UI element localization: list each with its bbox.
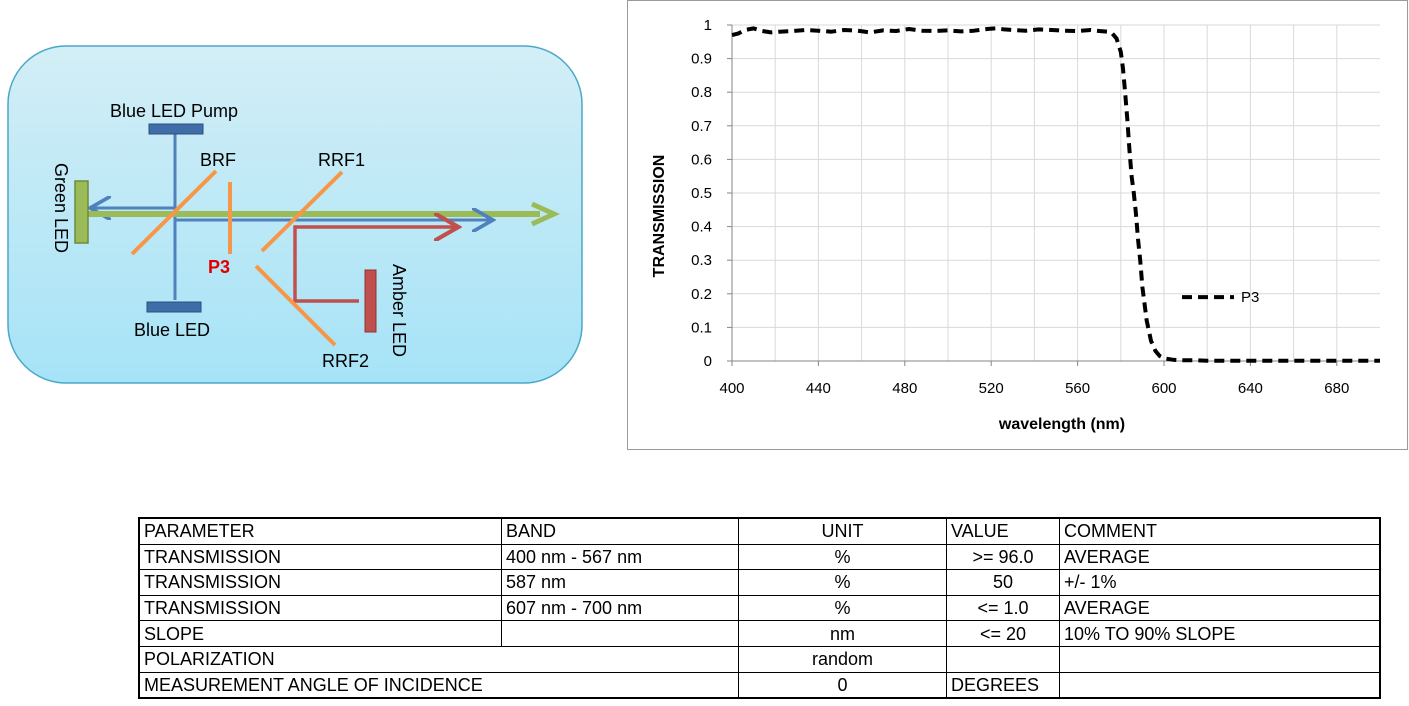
label-blue-led: Blue LED	[134, 320, 210, 340]
y-tick-label: 0.8	[691, 84, 712, 101]
table-cell: <= 1.0	[946, 594, 1060, 622]
x-axis-title: wavelength (nm)	[998, 416, 1125, 433]
table-cell: MEASUREMENT ANGLE OF INCIDENCE	[138, 671, 739, 700]
table-cell: 0	[738, 671, 947, 700]
label-blue-led-pump: Blue LED Pump	[110, 101, 238, 121]
table-cell: nm	[738, 620, 947, 647]
table-cell: >= 96.0	[946, 543, 1060, 571]
x-tick-label: 440	[806, 380, 831, 397]
filter-rrf1	[260, 170, 344, 253]
label-brf: BRF	[200, 150, 236, 170]
y-tick-label: 1	[704, 17, 712, 34]
table-cell: <= 20	[946, 620, 1060, 647]
table-row: MEASUREMENT ANGLE OF INCIDENCE 0 DEGREES	[138, 671, 1381, 700]
table-cell: %	[738, 569, 947, 596]
table-row: TRANSMISSION 587 nm % 50 +/- 1%	[138, 569, 1381, 596]
table-row: SLOPE nm <= 20 10% TO 90% SLOPE	[138, 620, 1381, 647]
y-tick-label: 0.9	[691, 51, 712, 68]
table-cell: DEGREES	[946, 671, 1060, 700]
label-rrf1: RRF1	[318, 150, 365, 170]
table-cell: %	[738, 543, 947, 571]
amber-beam-path	[293, 227, 455, 303]
transmission-chart: 0 0.1 0.2 0.3 0.4 0.5 0.6 0.7 0.8 0.9 1 400 440 480 52…	[627, 0, 1408, 450]
x-tick-label: 640	[1238, 380, 1263, 397]
chart-grid	[731, 24, 1380, 362]
filter-rrf2	[254, 264, 337, 347]
table-cell: 10% TO 90% SLOPE	[1059, 620, 1381, 647]
table-cell	[1059, 671, 1381, 700]
legend-label: P3	[1241, 289, 1259, 306]
chart-svg: 0 0.1 0.2 0.3 0.4 0.5 0.6 0.7 0.8 0.9 1 400 440 480 52…	[651, 17, 1380, 433]
table-cell: TRANSMISSION	[138, 594, 502, 622]
y-tick-label: 0.6	[691, 151, 712, 168]
x-tick-label: 400	[719, 380, 744, 397]
table-cell	[1059, 645, 1381, 673]
table-cell: random	[738, 645, 947, 673]
green-led	[74, 180, 89, 244]
table-cell: +/- 1%	[1059, 569, 1381, 596]
table-row: POLARIZATION random	[138, 645, 1381, 673]
y-tick-label: 0.3	[691, 252, 712, 269]
table-cell: 400 nm - 567 nm	[501, 543, 739, 571]
blue-led-pump	[148, 123, 204, 135]
chart-legend: P3	[1182, 289, 1259, 306]
y-axis-title: TRANSMISSION	[651, 155, 668, 278]
header-unit: UNIT	[738, 516, 947, 545]
x-tick-label: 560	[1065, 380, 1090, 397]
table-cell	[946, 645, 1060, 673]
label-amber-led: Amber LED	[389, 264, 409, 357]
blue-led	[146, 301, 202, 313]
header-parameter: PARAMETER	[138, 516, 502, 545]
y-tick-label: 0.5	[691, 185, 712, 202]
table-cell: %	[738, 594, 947, 622]
y-tick-label: 0.4	[691, 219, 712, 236]
table-cell: TRANSMISSION	[138, 569, 502, 596]
chart-series	[731, 26, 1380, 363]
green-beam-arrowhead	[530, 201, 561, 227]
header-band: BAND	[501, 516, 739, 545]
header-value: VALUE	[946, 516, 1060, 545]
y-tick-label: 0.2	[691, 286, 712, 303]
y-tick-label: 0	[704, 353, 712, 370]
y-tick-label: 0.1	[691, 319, 712, 336]
chart-axes: 0 0.1 0.2 0.3 0.4 0.5 0.6 0.7 0.8 0.9 1 400 440 480 52…	[691, 17, 1380, 397]
table-cell	[501, 620, 739, 647]
table-header-row: PARAMETER BAND UNIT VALUE COMMENT	[138, 516, 1381, 545]
spec-table: PARAMETER BAND UNIT VALUE COMMENT TRANSM…	[138, 516, 1381, 700]
amber-led	[364, 269, 377, 333]
header-comment: COMMENT	[1059, 516, 1381, 545]
x-tick-label: 600	[1151, 380, 1176, 397]
table-cell: AVERAGE	[1059, 594, 1381, 622]
table-cell: 587 nm	[501, 569, 739, 596]
table-cell: 50	[946, 569, 1060, 596]
label-rrf2: RRF2	[322, 351, 369, 371]
table-cell: 607 nm - 700 nm	[501, 594, 739, 622]
table-cell: POLARIZATION	[138, 645, 739, 673]
y-tick-label: 0.7	[691, 118, 712, 135]
label-p3: P3	[208, 257, 230, 277]
filter-brf	[130, 169, 218, 256]
x-tick-label: 520	[979, 380, 1004, 397]
table-cell: AVERAGE	[1059, 543, 1381, 571]
x-tick-label: 480	[892, 380, 917, 397]
table-row: TRANSMISSION 400 nm - 567 nm % >= 96.0 A…	[138, 543, 1381, 571]
table-row: TRANSMISSION 607 nm - 700 nm % <= 1.0 AV…	[138, 594, 1381, 622]
label-green-led: Green LED	[51, 163, 71, 253]
table-cell: TRANSMISSION	[138, 543, 502, 571]
x-tick-label: 680	[1324, 380, 1349, 397]
optical-setup-diagram: Blue LED Pump BRF RRF1 P3 Blue LED RRF2 …	[7, 45, 583, 384]
series-line-p3	[731, 26, 1380, 363]
table-cell: SLOPE	[138, 620, 502, 647]
